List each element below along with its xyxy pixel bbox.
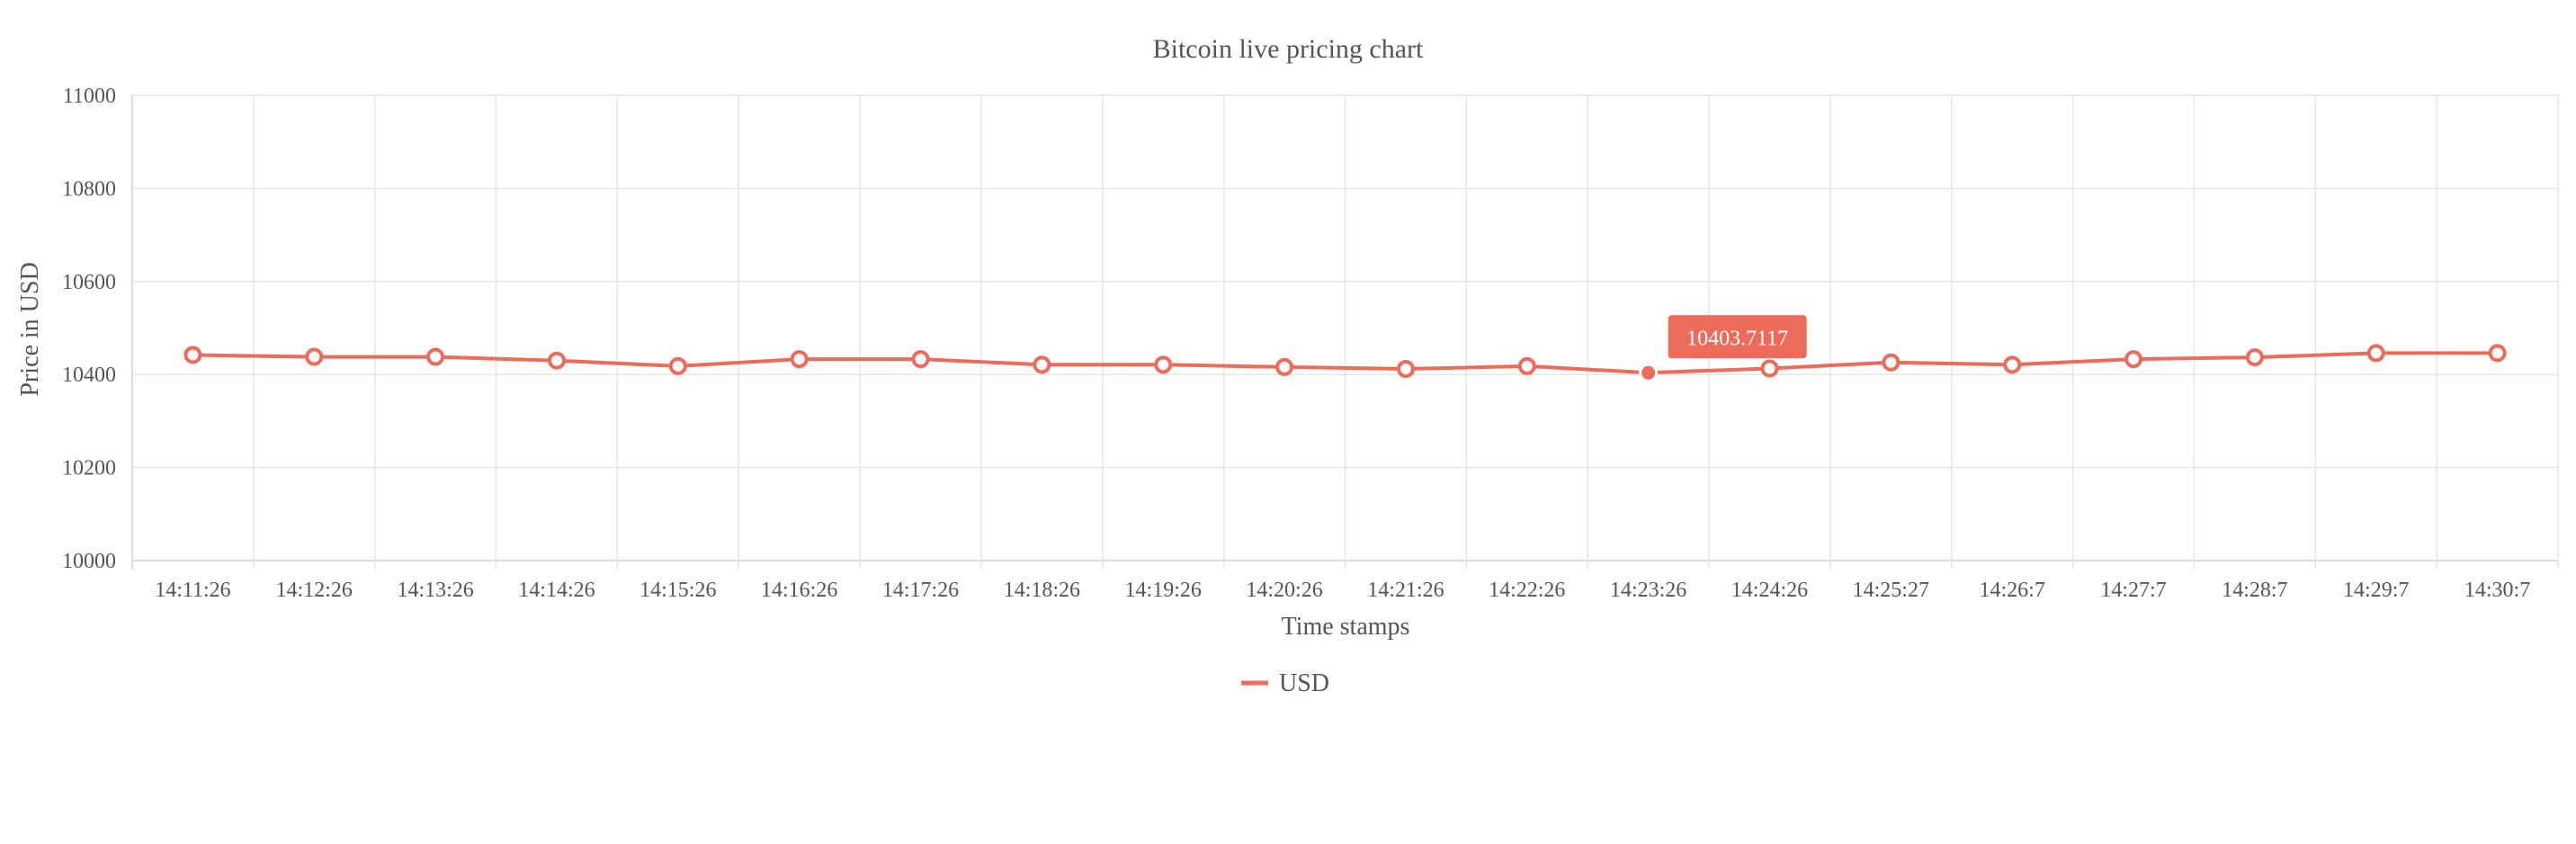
y-tick-label: 11000 (63, 85, 116, 108)
data-point[interactable] (2245, 348, 2264, 367)
x-tick-label: 14:16:26 (761, 579, 837, 602)
x-tick-label: 14:21:26 (1367, 579, 1444, 602)
data-point[interactable] (2488, 344, 2507, 363)
data-point[interactable] (1396, 359, 1415, 378)
legend-label-usd: USD (1279, 669, 1329, 697)
x-tick-label: 14:12:26 (276, 579, 353, 602)
y-tick-label: 10600 (62, 271, 116, 294)
x-tick-label: 14:18:26 (1004, 579, 1080, 602)
data-point[interactable] (547, 351, 566, 370)
y-tick-label: 10800 (62, 177, 116, 201)
data-point[interactable] (1760, 359, 1779, 378)
x-tick-label: 14:30:7 (2464, 579, 2530, 602)
x-axis-ticks: 14:11:26 14:12:26 14:13:26 14:14:26 14:15:26… (155, 579, 2530, 602)
x-tick-label: 14:20:26 (1246, 579, 1322, 602)
x-tick-label: 14:14:26 (518, 579, 595, 602)
x-tick-label: 14:24:26 (1731, 579, 1808, 602)
x-tick-label: 14:17:26 (882, 579, 959, 602)
data-point[interactable] (1882, 353, 1901, 372)
data-point[interactable] (668, 356, 687, 375)
tooltip-box (1668, 315, 1807, 359)
x-tick-label: 14:29:7 (2343, 579, 2409, 602)
data-point[interactable] (911, 350, 930, 369)
data-point[interactable] (1033, 355, 1051, 374)
y-tick-label: 10400 (62, 364, 116, 387)
x-tick-label: 14:15:26 (640, 579, 716, 602)
data-point[interactable] (183, 346, 202, 364)
x-axis-label: Time stamps (1282, 613, 1410, 641)
tooltip-value: 10403.7117 (1686, 327, 1788, 350)
y-axis-label: Price in USD (16, 262, 44, 396)
series-layer (183, 344, 2507, 382)
data-point[interactable] (2124, 350, 2143, 369)
legend[interactable]: USD (1241, 669, 1329, 697)
x-tick-label: 14:25:27 (1853, 579, 1929, 602)
y-axis-ticks: 10000 10200 10400 10600 10800 11000 (62, 85, 116, 573)
x-tick-label: 14:22:26 (1489, 579, 1565, 602)
y-tick-label: 10000 (62, 550, 116, 573)
x-tick-label: 14:13:26 (397, 579, 473, 602)
x-tick-label: 14:19:26 (1125, 579, 1202, 602)
tooltip: 10403.7117 (1668, 315, 1807, 359)
x-tick-label: 14:11:26 (155, 579, 230, 602)
data-point[interactable] (1154, 355, 1173, 374)
grid-lines (131, 94, 2559, 570)
x-tick-label: 14:23:26 (1610, 579, 1686, 602)
x-tick-label: 14:26:7 (1980, 579, 2045, 602)
chart-title: Bitcoin live pricing chart (1153, 34, 1424, 64)
data-point[interactable] (305, 347, 324, 366)
x-tick-label: 14:27:7 (2100, 579, 2166, 602)
data-point[interactable] (1517, 356, 1536, 375)
data-point-active[interactable] (1639, 363, 1659, 382)
x-tick-label: 14:28:7 (2222, 579, 2287, 602)
data-point[interactable] (1275, 357, 1294, 376)
y-tick-label: 10200 (62, 457, 116, 480)
data-point[interactable] (790, 350, 809, 369)
data-point[interactable] (426, 347, 445, 366)
series-line-usd (192, 351, 2498, 375)
data-point[interactable] (2366, 344, 2385, 363)
data-point[interactable] (2003, 355, 2022, 374)
